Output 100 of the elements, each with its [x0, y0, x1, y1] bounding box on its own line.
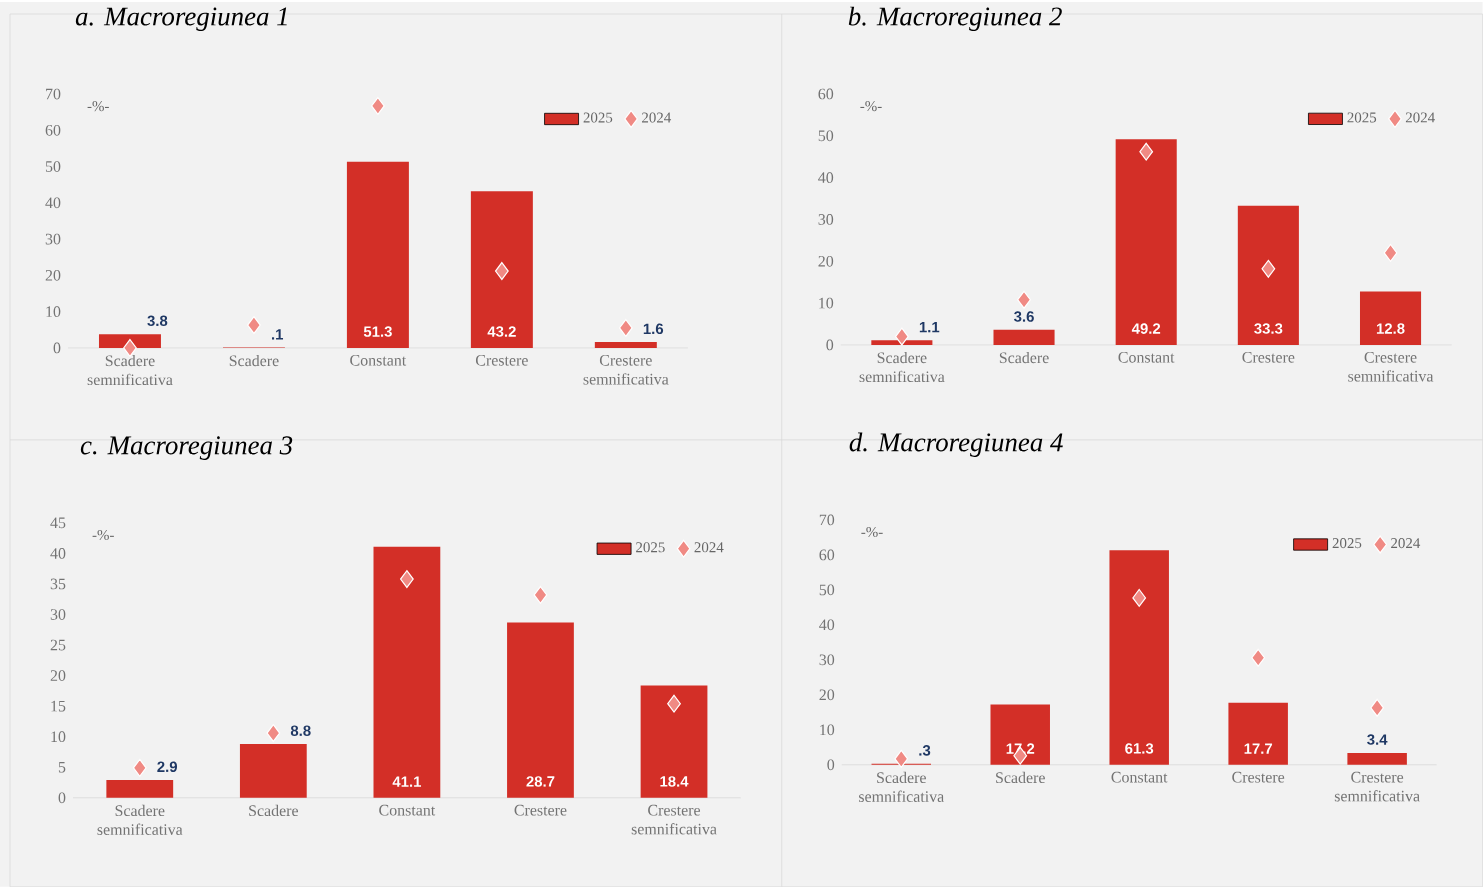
point: [1370, 698, 1385, 717]
data-label: 51.3: [363, 326, 392, 337]
x-tick-label: Constant: [379, 804, 436, 816]
y-tick-label: 40: [818, 172, 834, 183]
y-tick-label: 15: [51, 700, 66, 712]
y-tick-label: 60: [819, 549, 835, 561]
x-tick-label: Scadere: [229, 354, 279, 367]
data-label: 3.6: [1013, 311, 1034, 322]
y-tick-label: 10: [819, 297, 834, 309]
x-tick-label: Constant: [1111, 771, 1168, 783]
bar: [1237, 205, 1299, 345]
data-label: 43.2: [487, 326, 516, 337]
y-tick-label: 20: [45, 269, 61, 281]
y-tick-label: 20: [50, 670, 66, 681]
y-tick-label: 60: [45, 124, 61, 136]
x-tick-label: Crestere semnificativa: [631, 804, 717, 835]
point: [1139, 142, 1154, 161]
x-tick-label: Scadere semnificativa: [859, 351, 945, 383]
data-label: .1: [271, 329, 284, 340]
y-tick-label: 35: [50, 578, 66, 590]
y-tick-label: 45: [50, 517, 66, 529]
bar: [98, 334, 161, 348]
point: [1017, 290, 1031, 309]
x-tick-label: Scadere: [249, 804, 299, 816]
x-tick-label: Crestere: [1232, 771, 1285, 783]
data-label: 61.3: [1125, 743, 1154, 754]
y-tick-label: 50: [818, 130, 834, 142]
point: [132, 758, 147, 777]
y-tick-label: 70: [46, 88, 61, 100]
chart-title: c. Macroregiunea 3: [80, 436, 293, 460]
legend-label: 2024: [1391, 537, 1421, 549]
y-tick-label: 25: [50, 639, 66, 651]
y-tick-label: 0: [826, 339, 834, 351]
y-axis-title: -%-: [92, 529, 114, 540]
point: [894, 749, 909, 768]
y-tick-label: 20: [818, 255, 834, 267]
data-label: 41.1: [392, 776, 422, 787]
bar: [1109, 550, 1169, 765]
chart-title: a. Macroregiunea 1: [75, 7, 287, 31]
legend-label: 2025: [1332, 537, 1362, 549]
x-tick-label: Scadere: [996, 771, 1045, 783]
y-tick-label: 70: [819, 514, 835, 526]
y-tick-label: 30: [45, 233, 61, 245]
point: [1383, 243, 1398, 262]
y-tick-label: 0: [58, 792, 66, 804]
y-axis-title: -%-: [861, 526, 883, 537]
point: [1251, 648, 1266, 667]
bar: [640, 685, 708, 798]
y-tick-label: 60: [818, 88, 834, 100]
x-tick-label: Scadere semnificativa: [97, 804, 183, 835]
y-tick-label: 20: [819, 689, 835, 701]
point: [618, 318, 633, 337]
y-tick-label: 0: [53, 342, 61, 354]
bar: [507, 622, 574, 798]
point: [894, 327, 909, 346]
legend-label: 2025: [583, 112, 613, 123]
legend-label: 2025: [636, 542, 665, 553]
legend-label: 2024: [1405, 112, 1435, 123]
x-tick-label: Constant: [1118, 351, 1175, 363]
bar: [990, 704, 1050, 765]
chart-title: d. Macroregiunea 4: [849, 432, 1063, 457]
legend-label: 2024: [642, 112, 672, 123]
bar: [470, 191, 533, 348]
data-label: 3.4: [1367, 734, 1388, 745]
x-tick-label: Crestere semnificativa: [1334, 771, 1420, 802]
point: [667, 694, 681, 713]
y-tick-label: 50: [45, 161, 61, 172]
y-tick-label: 10: [46, 306, 61, 317]
data-label: 18.4: [660, 776, 689, 787]
data-label: 3.8: [147, 315, 168, 326]
y-tick-label: 40: [45, 197, 61, 209]
x-tick-label: Scadere: [999, 351, 1049, 364]
bar: [594, 342, 657, 348]
bar: [346, 161, 409, 348]
data-label: 28.7: [526, 776, 555, 787]
bar: [993, 329, 1055, 345]
data-label: 17.7: [1244, 743, 1273, 754]
bar: [1228, 702, 1288, 765]
y-tick-label: 30: [819, 654, 835, 666]
point: [494, 261, 509, 280]
point: [400, 570, 414, 589]
data-label: 12.8: [1376, 323, 1405, 334]
x-tick-label: Crestere: [475, 354, 528, 366]
x-tick-label: Crestere: [514, 804, 567, 816]
bar: [239, 743, 307, 798]
bar: [1347, 752, 1407, 765]
x-tick-label: Scadere semnificativa: [859, 771, 944, 802]
y-tick-label: 10: [51, 731, 66, 742]
data-label: 49.2: [1131, 323, 1161, 334]
y-tick-label: 0: [827, 759, 835, 771]
point: [371, 96, 385, 115]
y-tick-label: 30: [50, 609, 66, 620]
y-tick-label: 40: [819, 619, 835, 631]
bar: [871, 340, 933, 345]
legend-label: 2024: [694, 542, 724, 553]
bar: [373, 546, 441, 798]
x-tick-label: Scadere semnificativa: [87, 354, 173, 386]
y-axis-title: -%-: [860, 100, 882, 112]
data-label: 2.9: [157, 761, 178, 772]
y-tick-label: 30: [818, 214, 834, 225]
